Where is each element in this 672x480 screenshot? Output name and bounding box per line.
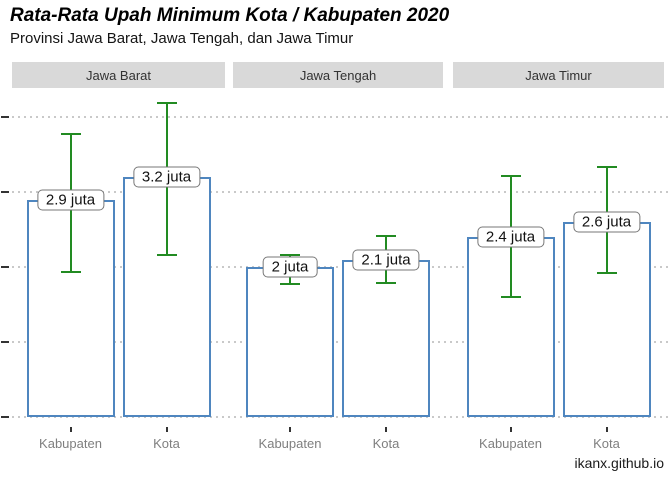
bar-kota <box>342 259 430 417</box>
y-gridline <box>12 116 668 118</box>
y-axis-tick <box>1 266 9 268</box>
error-bar-cap-bottom <box>60 271 81 274</box>
error-bar-cap-top <box>280 254 300 256</box>
x-axis-label: Kabupaten <box>258 436 322 451</box>
value-label: 2.4 juta <box>476 226 545 248</box>
x-axis-label: Kabupaten <box>479 436 542 451</box>
value-label: 2.1 juta <box>352 249 420 270</box>
x-axis-tick <box>605 427 608 432</box>
chart-subtitle: Provinsi Jawa Barat, Jawa Tengah, dan Ja… <box>10 30 354 47</box>
x-axis-tick <box>385 427 387 432</box>
error-bar-cap-bottom <box>280 283 300 286</box>
y-axis-tick <box>1 416 9 418</box>
error-bar-cap-bottom <box>376 281 396 284</box>
error-bar-cap-top <box>500 175 521 178</box>
facet-strip: Jawa Timur <box>453 62 664 88</box>
error-bar-cap-bottom <box>596 272 617 274</box>
chart-caption: ikanx.github.io <box>574 455 664 471</box>
error-bar-cap-top <box>596 166 617 169</box>
facet-strip-label: Jawa Timur <box>525 67 592 83</box>
x-axis-tick <box>289 427 291 432</box>
error-bar-cap-top <box>60 132 81 135</box>
bar-kabupaten <box>246 267 334 417</box>
x-axis-label: Kota <box>153 436 180 451</box>
y-gridline <box>12 191 668 193</box>
error-bar-cap-bottom <box>156 254 177 256</box>
y-axis-tick <box>1 341 9 343</box>
facet-strip-label: Jawa Barat <box>85 67 152 83</box>
value-label: 3.2 juta <box>132 166 201 188</box>
error-bar-cap-bottom <box>500 296 521 298</box>
y-gridline <box>12 341 668 343</box>
facet-strip: Jawa Barat <box>12 62 225 88</box>
x-axis-tick <box>509 427 512 432</box>
facet-strip-label: Jawa Tengah <box>299 67 377 83</box>
y-axis-tick <box>1 116 9 118</box>
value-label: 2.6 juta <box>572 211 641 233</box>
error-bar-cap-top <box>376 234 396 237</box>
value-label: 2 juta <box>262 256 318 278</box>
x-axis-tick <box>165 427 168 432</box>
y-axis-tick <box>1 191 9 193</box>
facet-strip: Jawa Tengah <box>233 62 443 88</box>
error-bar-cap-top <box>156 101 177 104</box>
value-label: 2.9 juta <box>36 189 105 210</box>
x-axis-label: Kota <box>372 436 400 451</box>
x-axis-label: Kabupaten <box>39 436 102 451</box>
x-axis-tick <box>69 427 72 432</box>
y-gridline <box>12 416 668 418</box>
x-axis-label: Kota <box>593 436 620 451</box>
chart-title: Rata-Rata Upah Minimum Kota / Kabupaten … <box>10 5 450 26</box>
y-gridline <box>12 266 668 268</box>
